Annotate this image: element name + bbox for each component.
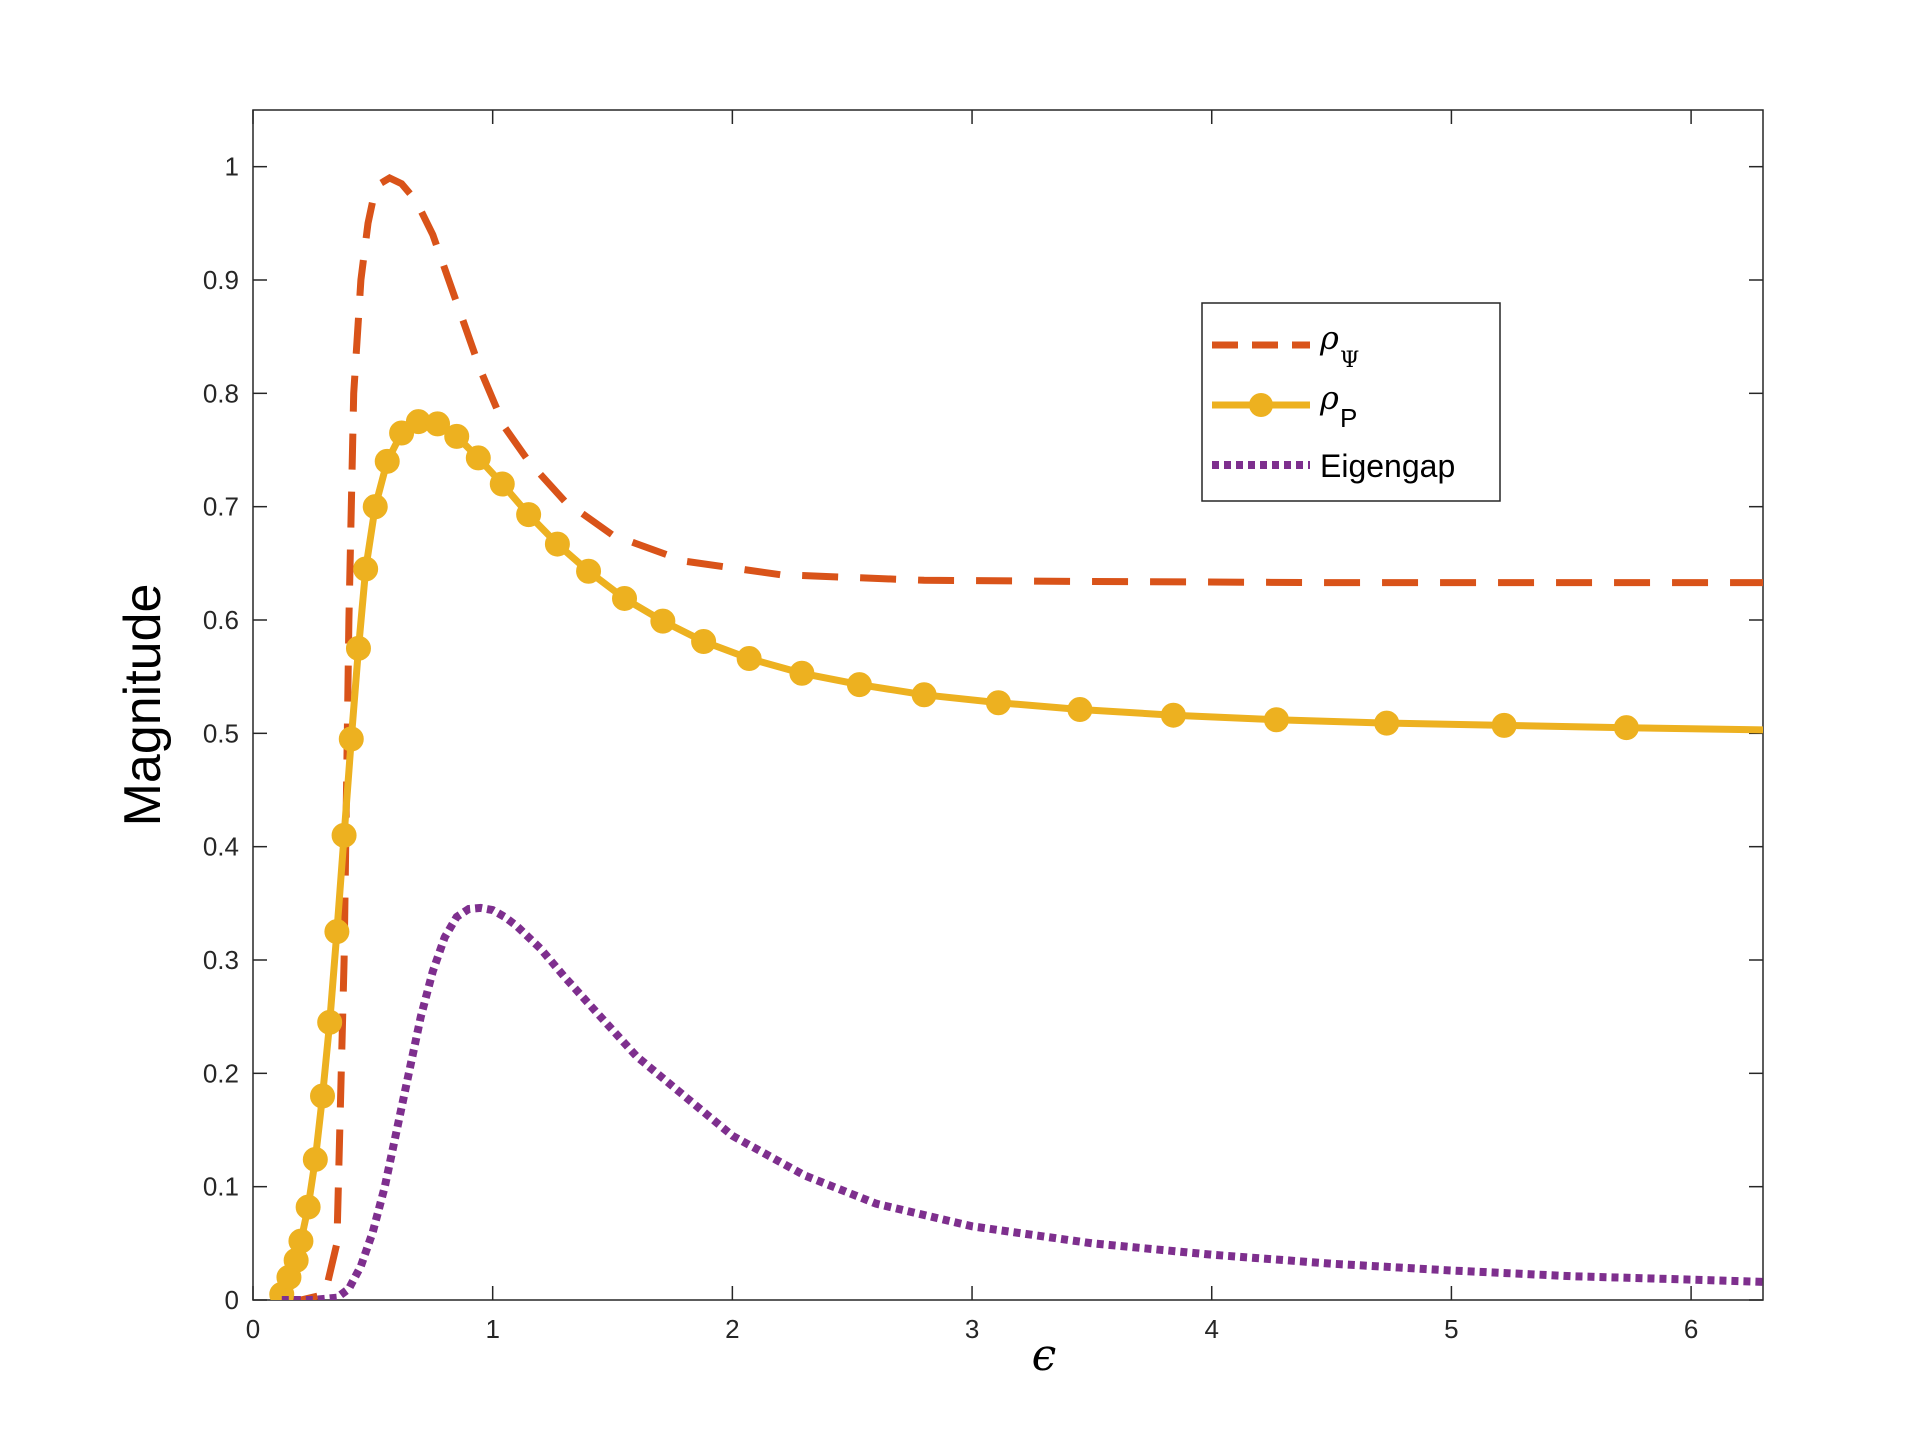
x-tick-label: 3 xyxy=(965,1314,979,1344)
series-marker xyxy=(465,445,491,471)
legend-label-subscript: Ψ xyxy=(1340,348,1359,373)
series-marker xyxy=(310,1083,336,1109)
y-tick-label: 0.7 xyxy=(203,492,239,522)
series-marker xyxy=(576,558,602,584)
series-marker xyxy=(1613,715,1639,741)
series-line-2 xyxy=(281,903,1763,1300)
series-1 xyxy=(269,409,1763,1300)
legend-label-subscript: P xyxy=(1340,403,1357,433)
series-marker xyxy=(302,1146,328,1172)
y-tick-label: 0 xyxy=(225,1285,239,1315)
series-marker xyxy=(324,919,350,945)
series-marker xyxy=(789,660,815,686)
series-marker xyxy=(516,502,542,528)
legend-marker xyxy=(1249,393,1273,417)
series-marker xyxy=(295,1194,321,1220)
series-marker xyxy=(1263,707,1289,733)
series-lines xyxy=(269,174,1763,1300)
y-tick-label: 0.5 xyxy=(203,718,239,748)
legend-label: Eigengap xyxy=(1320,448,1455,484)
y-tick-label: 0.3 xyxy=(203,945,239,975)
series-marker xyxy=(288,1228,314,1254)
series-marker xyxy=(489,471,515,497)
series-marker xyxy=(691,629,717,655)
y-tick-label: 0.4 xyxy=(203,832,239,862)
series-marker xyxy=(846,672,872,698)
series-marker xyxy=(1374,710,1400,736)
x-axis-ticks: 0 1 2 3 4 5 6 xyxy=(246,110,1698,1344)
series-marker xyxy=(612,585,638,611)
series-marker xyxy=(544,531,570,557)
series-marker xyxy=(911,682,937,708)
series-marker xyxy=(345,635,371,661)
series-marker xyxy=(353,556,379,582)
series-marker xyxy=(425,411,451,437)
legend-item: ρP xyxy=(1212,379,1357,433)
x-axis-label: ϵ xyxy=(1032,1330,1057,1381)
y-tick-label: 0.6 xyxy=(203,605,239,635)
y-axis-label: Magnitude xyxy=(114,584,172,827)
series-marker xyxy=(736,646,762,672)
series-marker xyxy=(317,1009,343,1035)
legend-label-symbol: ρ xyxy=(1319,319,1339,357)
legend-item: Eigengap xyxy=(1212,448,1455,484)
series-marker xyxy=(1067,697,1093,723)
x-tick-label: 5 xyxy=(1444,1314,1458,1344)
legend-item: ρΨ xyxy=(1212,319,1359,373)
legend-label-symbol: ρ xyxy=(1319,379,1339,417)
series-marker xyxy=(374,448,400,474)
x-tick-label: 0 xyxy=(246,1314,260,1344)
x-tick-label: 6 xyxy=(1684,1314,1698,1344)
series-marker xyxy=(985,690,1011,716)
y-tick-label: 0.1 xyxy=(203,1172,239,1202)
series-marker xyxy=(338,726,364,752)
series-marker xyxy=(444,423,470,449)
x-tick-label: 4 xyxy=(1204,1314,1218,1344)
series-marker xyxy=(362,494,388,520)
series-marker xyxy=(1491,712,1517,738)
y-axis-ticks: 0 0.1 0.2 0.3 0.4 0.5 0.6 0.7 0.8 0.9 1 xyxy=(203,152,1763,1315)
series-marker xyxy=(1160,702,1186,728)
x-tick-label: 1 xyxy=(485,1314,499,1344)
y-tick-label: 0.2 xyxy=(203,1058,239,1088)
y-tick-label: 1 xyxy=(225,152,239,182)
series-2 xyxy=(281,903,1763,1300)
y-tick-label: 0.8 xyxy=(203,378,239,408)
series-marker xyxy=(331,822,357,848)
y-tick-label: 0.9 xyxy=(203,265,239,295)
x-tick-label: 2 xyxy=(725,1314,739,1344)
series-marker xyxy=(650,608,676,634)
